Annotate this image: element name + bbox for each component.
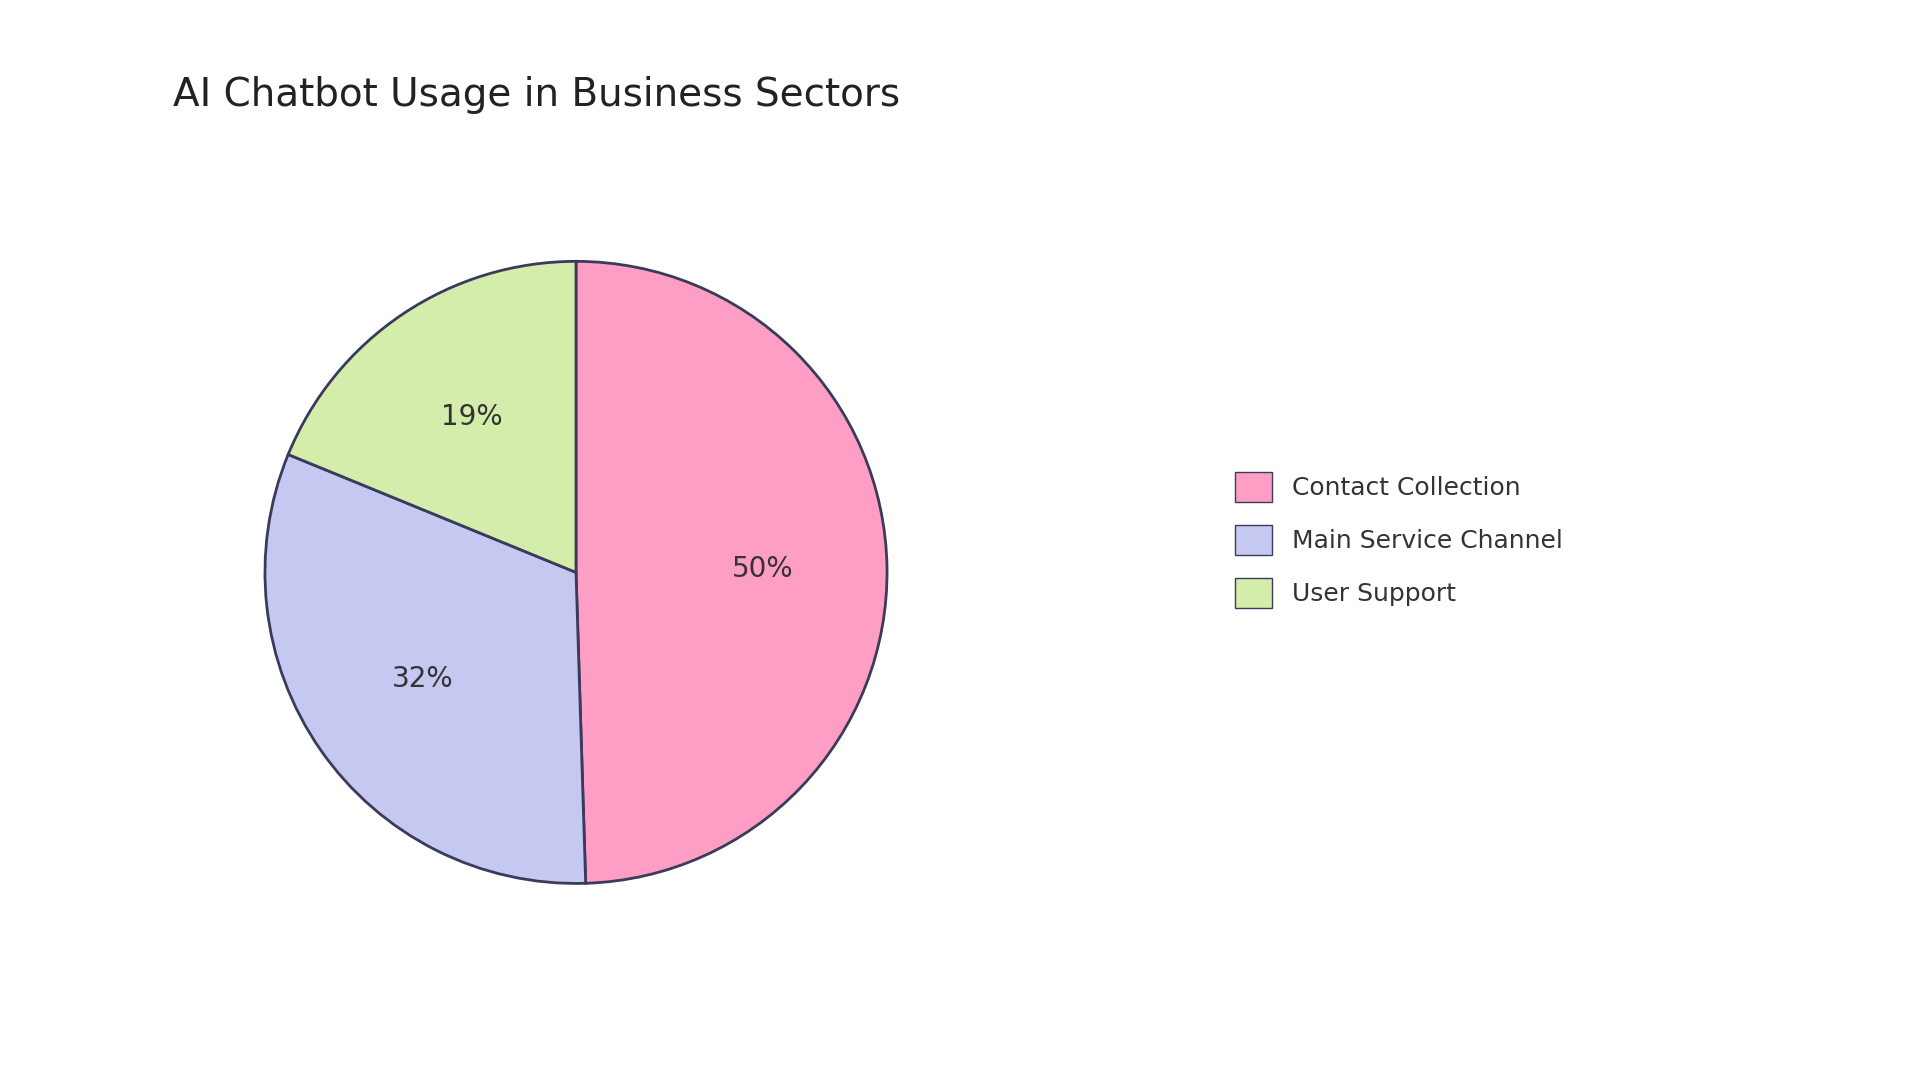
Text: 19%: 19% xyxy=(442,404,503,431)
Text: 32%: 32% xyxy=(392,665,453,692)
Text: AI Chatbot Usage in Business Sectors: AI Chatbot Usage in Business Sectors xyxy=(173,76,900,113)
Wedge shape xyxy=(265,455,586,883)
Wedge shape xyxy=(576,261,887,883)
Text: 50%: 50% xyxy=(732,555,793,583)
Legend: Contact Collection, Main Service Channel, User Support: Contact Collection, Main Service Channel… xyxy=(1223,459,1576,621)
Wedge shape xyxy=(288,261,576,572)
